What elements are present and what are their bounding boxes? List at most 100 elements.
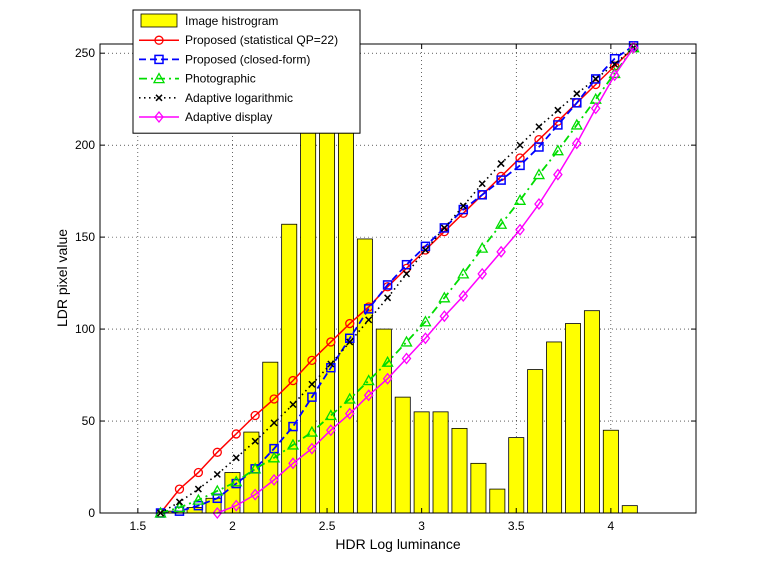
data-point (193, 467, 204, 478)
data-point (192, 493, 205, 505)
histogram-bar (432, 411, 449, 514)
data-point (270, 419, 278, 427)
x-tick-label: 2 (229, 519, 236, 533)
data-point (231, 499, 242, 512)
histogram-bar (489, 488, 506, 514)
data-point (496, 245, 506, 258)
series-adaptive-logarithmic (157, 44, 638, 517)
data-point (324, 409, 337, 421)
data-point (401, 259, 412, 270)
data-point (267, 451, 281, 463)
data-point (478, 180, 486, 188)
data-point (477, 190, 487, 200)
data-point (381, 355, 394, 367)
histogram-bar (413, 411, 430, 514)
histogram-bar (262, 361, 279, 514)
data-point (532, 168, 546, 180)
data-point (212, 506, 223, 520)
data-point (363, 389, 374, 402)
y-tick-label: 250 (75, 46, 95, 60)
data-point (173, 501, 186, 513)
histogram-bar (470, 462, 487, 514)
data-point (400, 335, 413, 347)
legend-label: Proposed (statistical QP=22) (185, 33, 338, 47)
legend-entry: Adaptive display (139, 110, 272, 124)
legend-label: Photographic (185, 72, 256, 86)
data-point (288, 375, 298, 386)
data-point (231, 429, 241, 439)
y-tick-label: 100 (75, 322, 95, 336)
data-point (534, 142, 544, 152)
data-point (307, 355, 317, 365)
data-point (515, 223, 525, 236)
legend-marker (155, 94, 163, 102)
histogram-bar (527, 369, 544, 514)
data-point (592, 75, 600, 83)
histogram-bar (356, 238, 373, 514)
data-point (325, 424, 336, 437)
data-point (326, 337, 336, 347)
data-point (497, 160, 505, 168)
data-point (438, 291, 451, 303)
data-point (363, 304, 374, 314)
y-tick-label: 0 (88, 506, 95, 520)
data-point (382, 372, 393, 385)
data-point (308, 380, 316, 388)
data-point (193, 500, 204, 511)
histogram-bar (281, 223, 298, 514)
data-point (174, 484, 185, 494)
x-tick-label: 3.5 (508, 519, 525, 533)
histogram-bar (508, 437, 525, 514)
data-point (269, 394, 279, 404)
data-point (327, 360, 335, 368)
data-point (553, 120, 563, 130)
y-tick-label: 50 (82, 414, 96, 428)
data-point (477, 267, 488, 280)
data-point (250, 488, 260, 501)
data-point (551, 144, 564, 156)
data-point (212, 447, 222, 457)
x-tick-label: 3 (418, 519, 425, 533)
legend-swatch (140, 13, 178, 28)
data-point (553, 168, 563, 181)
data-point (345, 318, 355, 329)
data-point (496, 175, 506, 185)
data-point (573, 90, 581, 98)
data-point (611, 60, 619, 68)
data-point (515, 160, 525, 171)
y-axis-label: LDR pixel value (54, 229, 70, 327)
data-point (175, 498, 183, 506)
data-point (440, 224, 448, 232)
data-point (419, 315, 432, 327)
data-point (365, 316, 373, 324)
axes: 1.5 2 2.5 3 3.5 4 0 50 100 150 200 250 (75, 44, 696, 533)
legend: Image histrogram Proposed (statistical QP… (132, 9, 361, 134)
data-point (476, 241, 489, 253)
data-point (288, 421, 298, 432)
data-point (384, 294, 392, 302)
legend-marker (154, 110, 164, 124)
y-tick-label: 200 (75, 138, 95, 152)
legend-marker (152, 72, 166, 84)
histogram-bar (375, 328, 392, 514)
data-point (402, 270, 411, 278)
data-point (571, 137, 582, 150)
data-point (305, 425, 319, 437)
y-tick-label: 150 (75, 230, 95, 244)
legend-label: Adaptive logarithmic (185, 91, 293, 105)
data-point (401, 352, 412, 365)
data-point (307, 392, 317, 402)
data-point (458, 289, 469, 303)
data-point (269, 473, 279, 486)
data-point (590, 102, 601, 115)
data-point (251, 437, 259, 445)
x-tick-label: 2.5 (319, 519, 336, 533)
data-point (628, 41, 639, 54)
data-point (344, 407, 355, 420)
legend-label: Image histrogram (185, 14, 278, 28)
x-axis-label: HDR Log luminance (335, 536, 460, 552)
legend-entry: Proposed (statistical QP=22) (139, 33, 338, 47)
x-tick-label: 1.5 (129, 519, 146, 533)
data-point (495, 217, 508, 229)
